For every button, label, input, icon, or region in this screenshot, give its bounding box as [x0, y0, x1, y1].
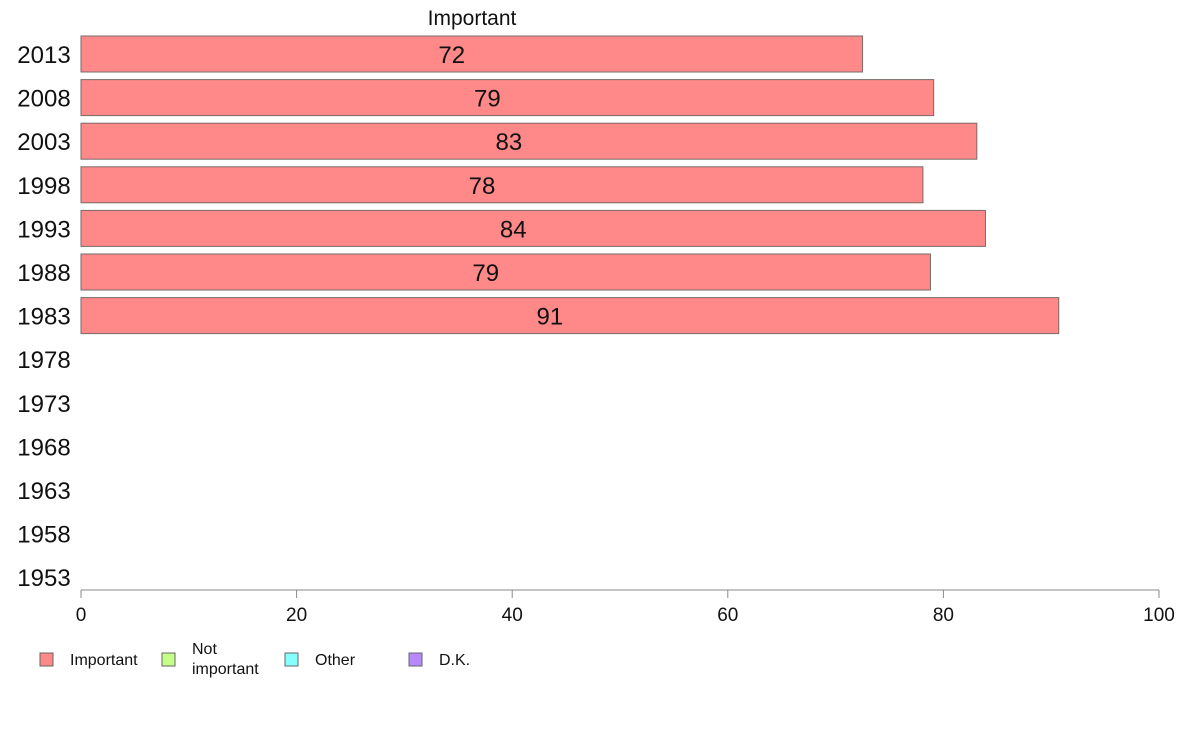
x-tick-label-60: 60 — [717, 605, 738, 626]
bar-value-label-2003: 83 — [496, 129, 523, 156]
category-label-1968: 1968 — [17, 434, 70, 461]
legend-swatch-other — [284, 652, 299, 667]
bar-important-2008 — [80, 79, 935, 117]
category-labels: 2013 2008 2003 1998 1993 1988 1983 1978 1973 1968… — [17, 42, 70, 592]
legend-swatch-d-k- — [408, 652, 423, 667]
category-label-1998: 1998 — [17, 173, 70, 200]
legend-label-other: Other — [315, 652, 356, 669]
legend-label-not-important: important — [192, 661, 259, 678]
bar-important-1998 — [80, 166, 924, 204]
bar-important-1983 — [80, 297, 1060, 335]
x-tick-label-40: 40 — [502, 605, 523, 626]
category-label-1993: 1993 — [17, 216, 70, 243]
bar-important-1988 — [80, 253, 931, 291]
bar-value-label-1988: 79 — [472, 260, 499, 287]
legend-label-d-k-: D.K. — [439, 652, 470, 669]
category-label-1978: 1978 — [17, 347, 70, 374]
legend-swatch-not-important — [161, 652, 176, 667]
legend-label-not-important: Not — [192, 641, 217, 658]
bar-important-2003 — [80, 122, 978, 160]
category-label-1958: 1958 — [17, 522, 70, 549]
bar-important-2013 — [80, 35, 864, 73]
series-title: Important — [428, 7, 517, 30]
bar-value-label-2008: 79 — [474, 86, 501, 113]
legend: Important Not important Other D.K. — [39, 641, 470, 678]
x-axis: 0 20 40 60 80 100 — [76, 589, 1175, 626]
bar-value-label-1983: 91 — [537, 304, 564, 331]
x-tick-label-0: 0 — [76, 605, 87, 626]
bar-value-label-1993: 84 — [500, 216, 527, 243]
x-tick-label-100: 100 — [1143, 605, 1175, 626]
category-label-1973: 1973 — [17, 391, 70, 418]
category-label-1988: 1988 — [17, 260, 70, 287]
legend-swatch-important — [39, 652, 54, 667]
category-label-1953: 1953 — [17, 565, 70, 592]
category-label-2008: 2008 — [17, 86, 70, 113]
bar-value-label-1998: 78 — [469, 173, 496, 200]
bar-important-1993 — [80, 209, 986, 247]
category-label-1963: 1963 — [17, 478, 70, 505]
x-tick-label-80: 80 — [933, 605, 954, 626]
bar-value-label-2013: 72 — [438, 42, 465, 69]
category-label-1983: 1983 — [17, 304, 70, 331]
category-label-2003: 2003 — [17, 129, 70, 156]
x-tick-label-20: 20 — [286, 605, 307, 626]
legend-label-important: Important — [70, 652, 138, 669]
category-label-2013: 2013 — [17, 42, 70, 69]
